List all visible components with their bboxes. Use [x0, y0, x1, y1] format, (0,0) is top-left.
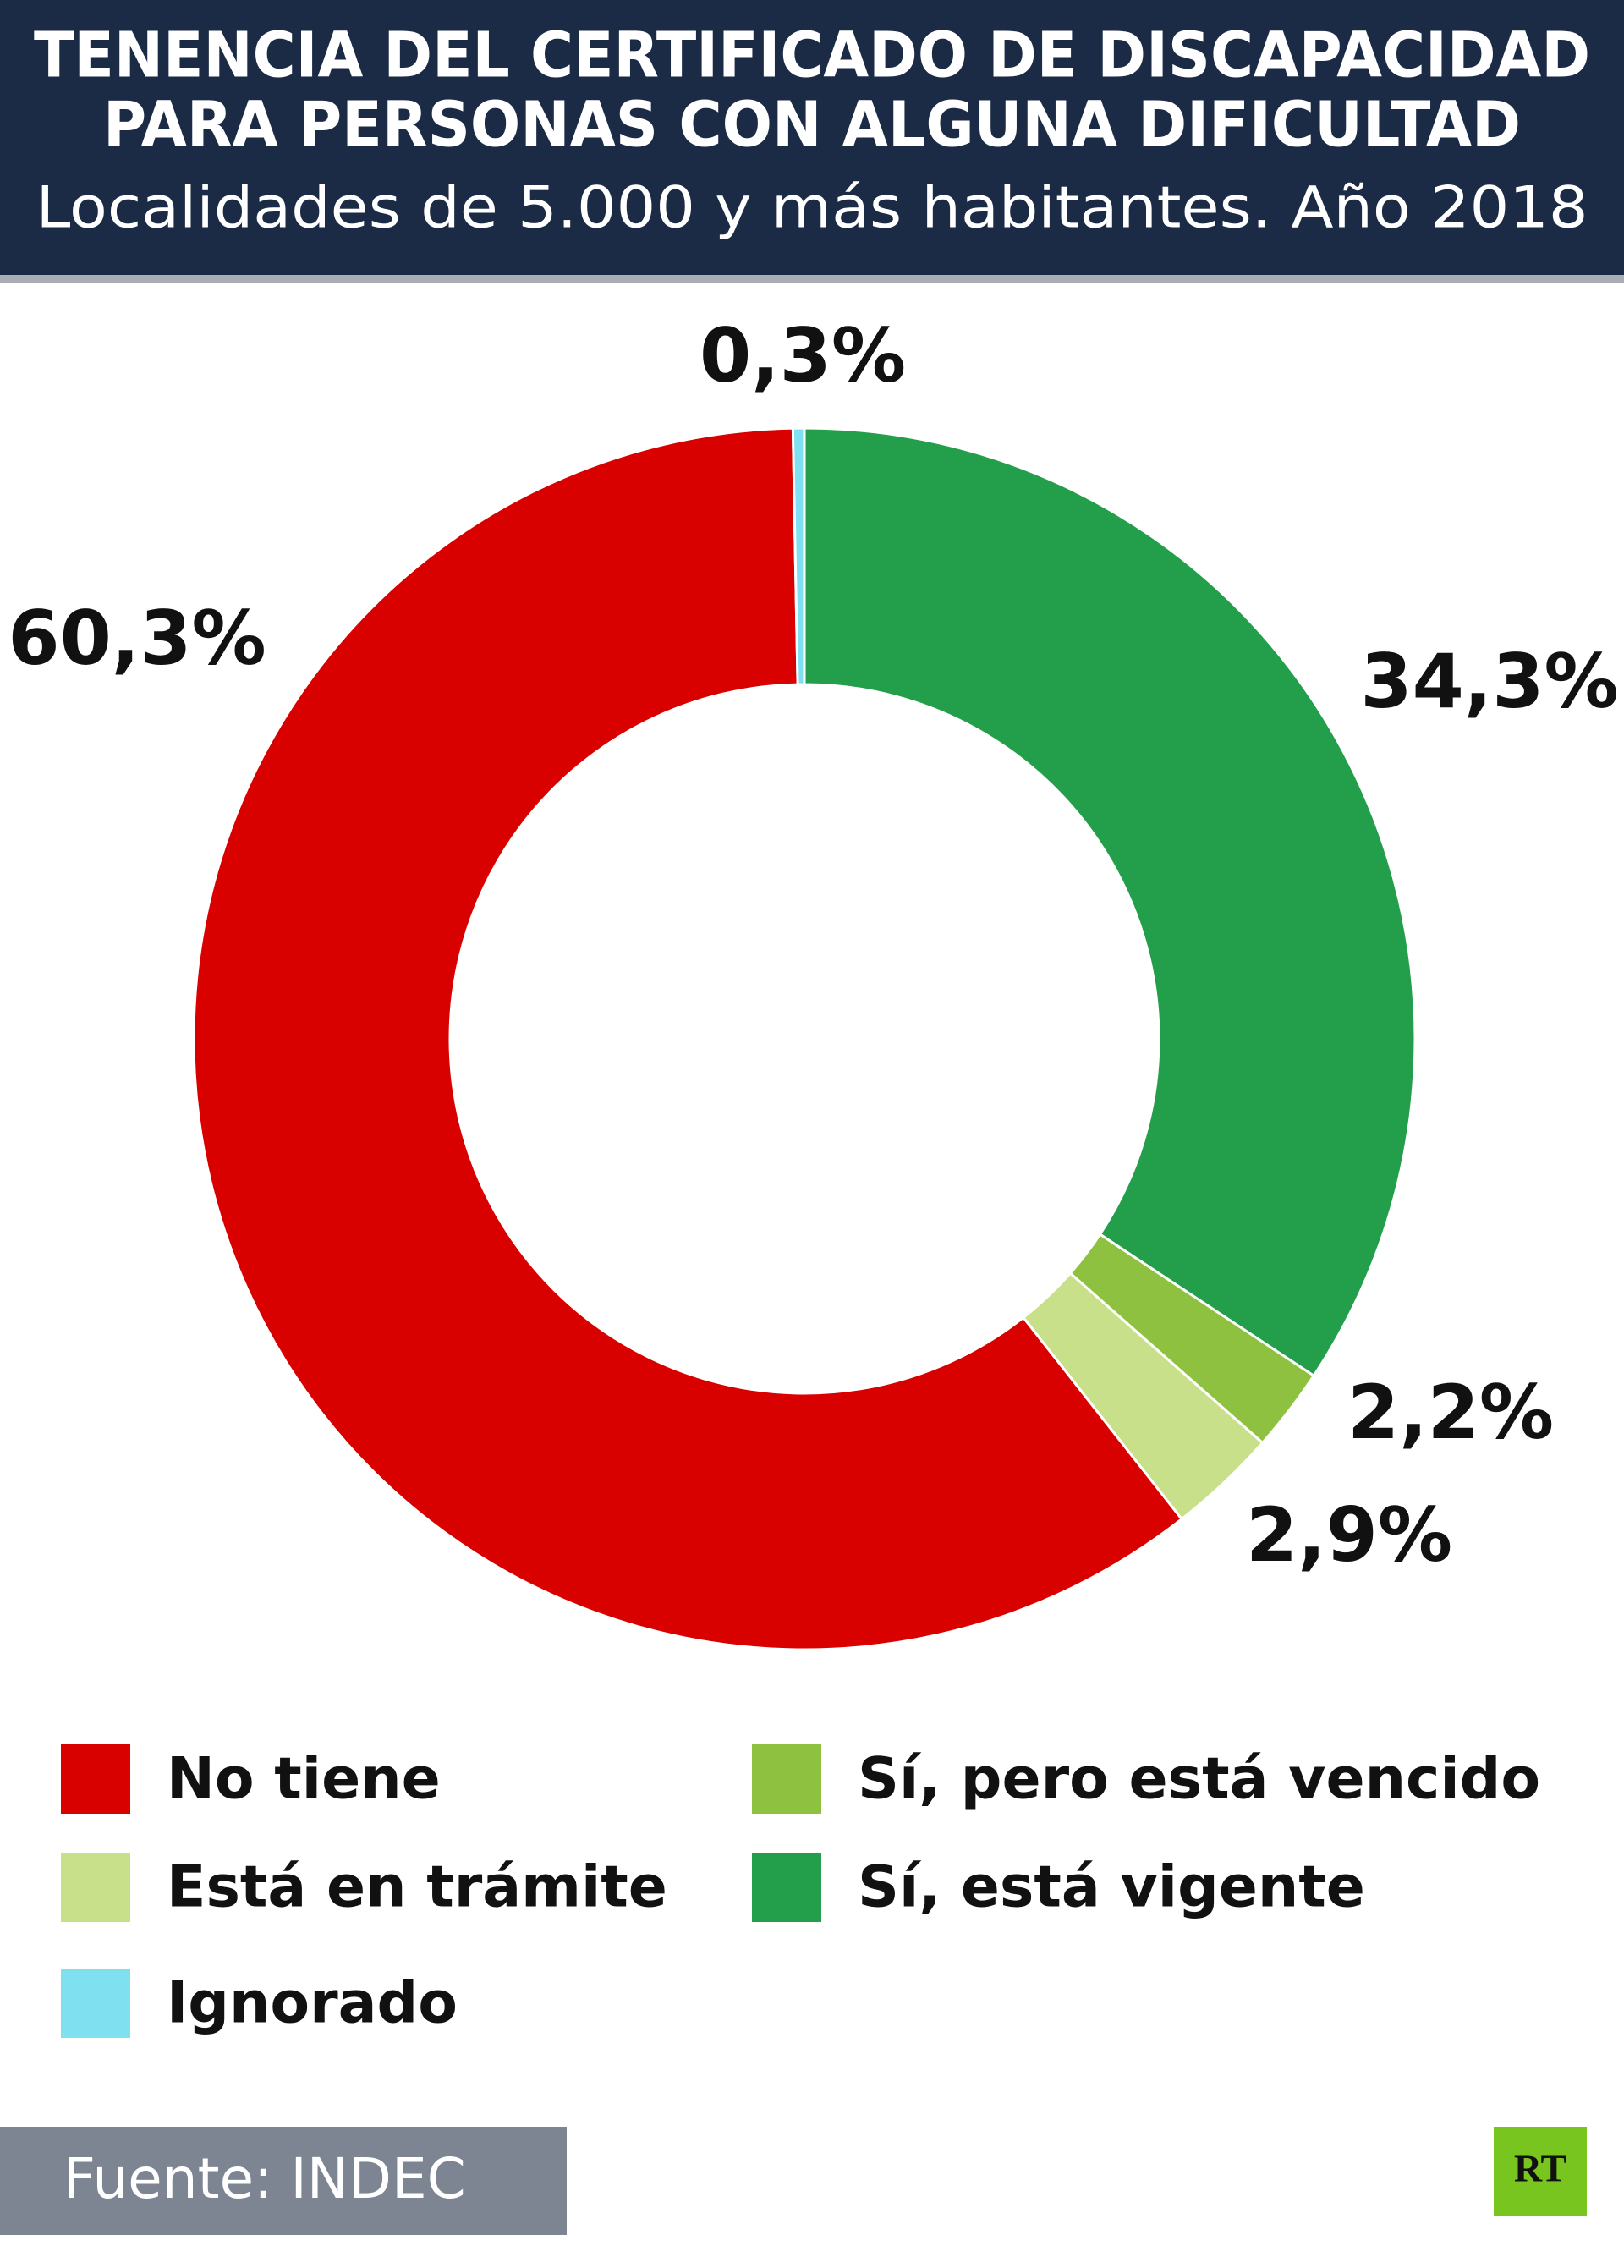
data-label: 34,3%: [1360, 638, 1618, 725]
logo: RT: [1514, 2147, 1566, 2190]
legend-swatch: [61, 1853, 130, 1922]
chart-subtitle: Localidades de 5.000 y más habitantes. A…: [36, 175, 1588, 242]
source: Fuente: INDEC: [63, 2146, 466, 2211]
legend-swatch: [61, 1744, 130, 1814]
data-label: 60,3%: [8, 595, 266, 682]
data-label: 2,2%: [1347, 1369, 1554, 1456]
legend-label: No tiene: [167, 1746, 441, 1813]
source-background: [0, 2127, 567, 2235]
legend-label: Sí, pero está vencido: [858, 1746, 1540, 1813]
legend-label: Está en trámite: [167, 1854, 667, 1921]
legend-label: Ignorado: [167, 1970, 458, 2037]
chart-title: TENENCIA DEL CERTIFICADO DE DISCAPACIDAD: [34, 19, 1590, 92]
legend-swatch: [61, 1969, 130, 2038]
legend-label: Sí, está vigente: [858, 1854, 1365, 1921]
chart-title: PARA PERSONAS CON ALGUNA DIFICULTAD: [103, 89, 1521, 162]
legend-swatch: [752, 1853, 821, 1922]
data-label: 0,3%: [700, 312, 906, 399]
legend-swatch: [752, 1744, 821, 1814]
logo-background: [1494, 2127, 1587, 2216]
data-label: 2,9%: [1246, 1491, 1452, 1579]
donut-slice: [791, 426, 806, 686]
header-rule: [0, 275, 1624, 283]
donut-slice: [192, 426, 1184, 1651]
donut-slice: [803, 426, 1417, 1378]
header-background: [0, 0, 1624, 275]
